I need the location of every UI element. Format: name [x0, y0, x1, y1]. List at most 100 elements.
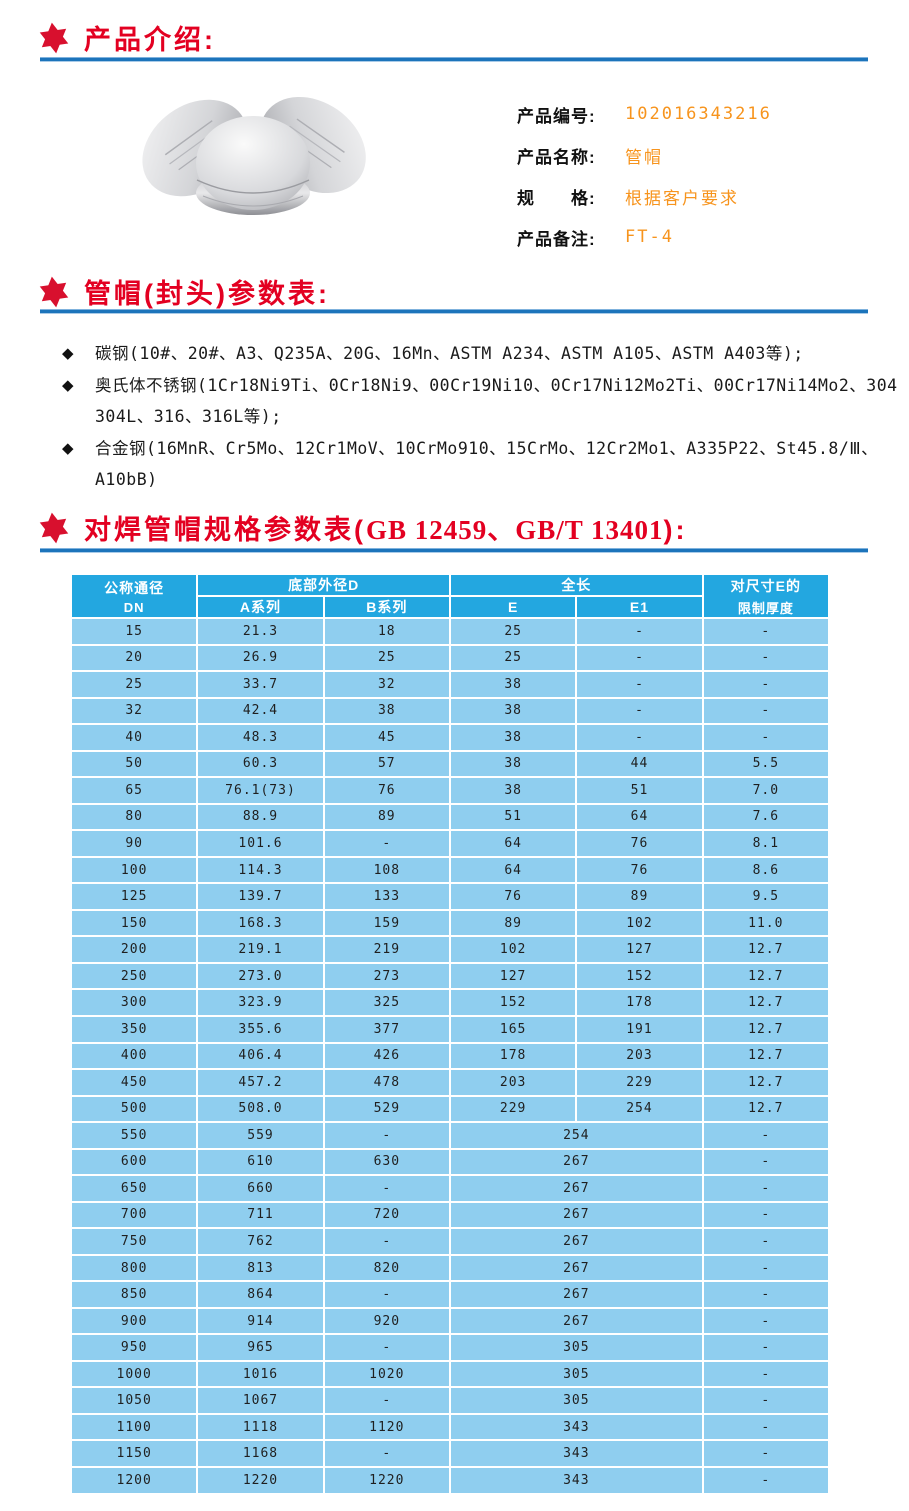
cell-e: 267	[450, 1308, 702, 1334]
cell-t: 7.0	[703, 778, 828, 803]
material-line: ◆ 碳钢(10#、20#、A3、Q235A、20G、16Mn、ASTM A234…	[40, 338, 870, 370]
cell-a: 1016	[198, 1361, 323, 1387]
table-row: 100 114.3 108 64 76 8.6	[72, 857, 828, 883]
material-line-continuation: 304L、316、316L等);	[40, 401, 870, 433]
table-row: 50 60.3 57 38 44 5.5	[72, 751, 828, 777]
cell-e: 229	[450, 1096, 576, 1122]
cell-b: 219	[324, 937, 449, 962]
cell-e: 64	[450, 857, 576, 883]
cell-a: 76.1(73)	[198, 778, 323, 803]
cell-dn: 250	[72, 963, 197, 989]
header-limit-bottom: 限制厚度	[737, 600, 794, 616]
material-text: 碳钢(10#、20#、A3、Q235A、20G、16Mn、ASTM A234、A…	[95, 344, 804, 363]
cell-e: 178	[450, 1043, 576, 1069]
cell-dn: 1100	[72, 1414, 197, 1440]
cell-t: -	[703, 1202, 828, 1228]
cell-e: 89	[450, 910, 576, 936]
table-row: 600 610 630 267-	[72, 1149, 828, 1175]
pipe-caps-illustration	[142, 96, 366, 215]
materials-list: ◆ 碳钢(10#、20#、A3、Q235A、20G、16Mn、ASTM A234…	[40, 338, 897, 496]
table-row: 750 762-267-	[72, 1229, 828, 1254]
cell-dn: 15	[72, 619, 197, 644]
header-dn-sub: DN	[123, 599, 145, 615]
cell-a: 355.6	[198, 1016, 323, 1042]
cell-b: 720	[324, 1202, 449, 1228]
star-icon	[39, 22, 69, 53]
cell-e1: -	[577, 619, 702, 644]
table-row: 1200 1220 1220 343-	[72, 1468, 828, 1493]
cell-b: -	[324, 1123, 449, 1148]
cell-e: 343	[450, 1441, 702, 1466]
cell-dn: 50	[72, 751, 197, 777]
cell-dn: 800	[72, 1255, 197, 1281]
cell-a: 508.0	[198, 1096, 323, 1122]
material-text: 304L、316、316L等);	[95, 407, 282, 427]
cell-e: 267	[450, 1202, 702, 1228]
cell-b: 108	[324, 857, 449, 883]
table-row: 1150 1168-343-	[72, 1441, 828, 1466]
cell-t: 12.7	[703, 1096, 828, 1122]
cell-a: 60.3	[198, 751, 323, 777]
cell-t: -	[703, 1123, 828, 1148]
cell-a: 26.9	[198, 645, 323, 671]
cell-e: 25	[450, 645, 576, 671]
info-row-note: 产品备注: FT-4	[517, 225, 772, 249]
cell-dn: 125	[72, 884, 197, 909]
cell-e: 203	[450, 1070, 576, 1095]
cell-t: -	[703, 1149, 828, 1175]
cell-a: 610	[198, 1149, 323, 1175]
info-value: 102016343216	[625, 104, 772, 124]
cell-e1: -	[577, 672, 702, 697]
diamond-bullet-icon: ◆	[62, 375, 75, 394]
cell-t: 12.7	[703, 990, 828, 1015]
cell-t: 12.7	[703, 1070, 828, 1095]
cell-t: -	[703, 1255, 828, 1281]
cell-dn: 350	[72, 1016, 197, 1042]
cell-t: -	[703, 725, 828, 750]
cell-e: 38	[450, 725, 576, 750]
table-row: 40 48.3 45 38- -	[72, 725, 828, 750]
cell-dn: 400	[72, 1043, 197, 1069]
cell-b: 76	[324, 778, 449, 803]
cell-b: -	[324, 1229, 449, 1254]
cell-b: 920	[324, 1308, 449, 1334]
cell-dn: 1050	[72, 1388, 197, 1413]
cell-t: -	[703, 1176, 828, 1201]
cell-t: -	[703, 1414, 828, 1440]
cell-dn: 1000	[72, 1361, 197, 1387]
cell-t: 8.6	[703, 857, 828, 883]
cell-dn: 20	[72, 645, 197, 671]
cell-a: 219.1	[198, 937, 323, 962]
info-label: 产品编号:	[517, 106, 596, 126]
star-icon	[39, 276, 69, 307]
section-spec-heading: 对焊管帽规格参数表(GB 12459、GB/T 13401):	[38, 508, 688, 547]
cell-t: -	[703, 1361, 828, 1387]
cell-e1: 203	[577, 1043, 702, 1069]
spec-title: 对焊管帽规格参数表(GB 12459、GB/T 13401):	[84, 508, 688, 547]
cell-a: 168.3	[198, 910, 323, 936]
table-row: 25 33.7 32 38- -	[72, 672, 828, 697]
cell-t: -	[703, 1308, 828, 1334]
table-row: 200 219.1 219 102 127 12.7	[72, 937, 828, 962]
cell-dn: 550	[72, 1123, 197, 1148]
table-row: 80 88.9 89 51 64 7.6	[72, 804, 828, 830]
cell-b: 32	[324, 672, 449, 697]
cell-a: 21.3	[198, 619, 323, 644]
cell-b: 426	[324, 1043, 449, 1069]
info-value: 管帽	[625, 147, 663, 168]
cell-dn: 65	[72, 778, 197, 803]
cell-b: 45	[324, 725, 449, 750]
cell-t: 12.7	[703, 1016, 828, 1042]
cell-b: -	[324, 1282, 449, 1307]
divider-line	[40, 548, 868, 553]
table-row: 15 21.3 18 25- -	[72, 619, 828, 644]
cell-dn: 500	[72, 1096, 197, 1122]
cell-b: 273	[324, 963, 449, 989]
table-row: 500 508.0 529 229 254 12.7	[72, 1096, 828, 1122]
cell-e1: -	[577, 725, 702, 750]
cell-b: 159	[324, 910, 449, 936]
info-value: FT-4	[625, 227, 674, 247]
cell-dn: 700	[72, 1202, 197, 1228]
info-row-code: 产品编号: 102016343216	[517, 102, 772, 126]
cell-e: 165	[450, 1016, 576, 1042]
